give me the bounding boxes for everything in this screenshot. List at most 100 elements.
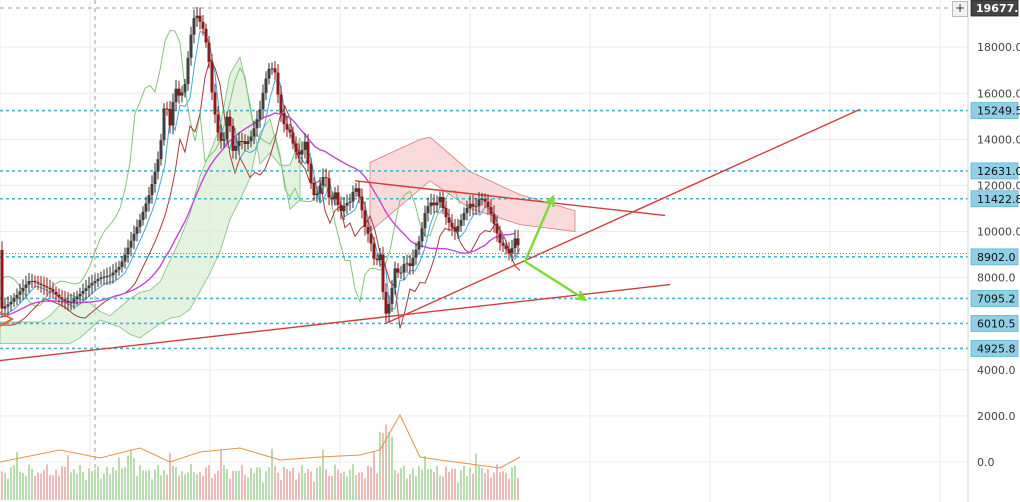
candle-body xyxy=(279,94,283,114)
candle-body xyxy=(198,15,202,22)
volume-bar xyxy=(184,474,186,500)
volume-bar xyxy=(295,479,297,500)
volume-bar xyxy=(343,471,345,500)
volume-bar xyxy=(499,472,501,500)
volume-bar xyxy=(487,469,489,500)
candle-body xyxy=(516,238,520,246)
volume-bar xyxy=(187,472,189,500)
price-tick-label: 10000.0 xyxy=(977,226,1020,239)
candle-body xyxy=(504,245,508,250)
add-indicator-button[interactable]: + xyxy=(952,1,968,17)
volume-bar xyxy=(310,471,312,500)
candle-body xyxy=(0,249,4,309)
current-price-badge xyxy=(970,0,1019,17)
volume-bar xyxy=(97,466,99,500)
candle-body xyxy=(429,202,433,207)
volume-bar xyxy=(277,472,279,500)
candle-body xyxy=(222,138,226,141)
candle-body xyxy=(195,15,199,19)
volume-bar xyxy=(103,473,105,500)
trendline-descending-resistance[interactable] xyxy=(354,180,666,217)
candle-body xyxy=(9,301,13,305)
candle-body xyxy=(42,285,46,287)
price-tick-label: 8000.0 xyxy=(977,272,1016,285)
volume-bar xyxy=(268,467,270,500)
candle-body xyxy=(168,108,172,126)
volume-bar xyxy=(151,479,153,500)
volume-bar xyxy=(478,466,480,500)
candle-body xyxy=(192,18,196,35)
volume-bar xyxy=(109,474,111,500)
candle-body xyxy=(183,84,187,93)
candle-body xyxy=(264,78,268,93)
candle-body xyxy=(267,68,271,79)
candle-body xyxy=(129,240,133,248)
candle-body xyxy=(441,196,445,209)
volume-bar xyxy=(127,455,129,500)
candle-body xyxy=(249,136,253,142)
candle-body xyxy=(381,254,385,292)
volume-bar xyxy=(433,471,435,500)
volume-bar xyxy=(346,476,348,500)
entry-arrow-marker xyxy=(0,311,15,327)
candle-body xyxy=(384,291,388,314)
volume-bar xyxy=(169,453,171,500)
volume-bar xyxy=(220,450,222,500)
volume-bar xyxy=(244,475,246,500)
candle-body xyxy=(138,220,142,227)
candle-body xyxy=(36,282,40,284)
volume-bar xyxy=(253,473,255,500)
candle-body xyxy=(135,226,139,234)
trendline-ascending-support-long[interactable] xyxy=(0,283,671,362)
candle-body xyxy=(54,291,58,295)
volume-bar xyxy=(157,464,159,500)
volume-bar xyxy=(142,470,144,500)
candle-body xyxy=(231,125,235,151)
candle-body xyxy=(72,299,76,303)
candle-body xyxy=(189,34,193,58)
level-price-badge xyxy=(970,340,1019,357)
candle-body xyxy=(48,287,52,290)
candle-body xyxy=(300,149,304,155)
volume-bar xyxy=(124,467,126,500)
projection-arrow-shaft[interactable] xyxy=(524,260,586,301)
candle-body xyxy=(69,302,73,304)
volume-bar xyxy=(79,464,81,500)
candle-body xyxy=(375,258,379,261)
projection-arrow-head[interactable] xyxy=(574,290,588,302)
candle-body xyxy=(348,201,352,203)
volume-bar xyxy=(283,466,285,500)
volume-bar xyxy=(91,470,93,500)
trendline-ascending-support-steep[interactable] xyxy=(384,108,861,325)
candle-body xyxy=(39,283,43,286)
volume-bar xyxy=(289,470,291,500)
volume-bar xyxy=(460,470,462,500)
candle-body xyxy=(477,199,481,207)
candle-body xyxy=(393,268,397,288)
candle-body xyxy=(255,119,259,129)
volume-bar xyxy=(235,471,237,500)
candle-body xyxy=(486,201,490,208)
volume-bar xyxy=(493,472,495,500)
volume-bar xyxy=(154,469,156,500)
volume-bar xyxy=(388,431,390,500)
candle-body xyxy=(12,298,16,302)
volume-bar xyxy=(4,472,6,500)
projection-arrow-head[interactable] xyxy=(544,194,555,208)
volume-bar xyxy=(496,464,498,500)
volume-bar xyxy=(22,472,24,500)
projection-arrow-shaft[interactable] xyxy=(523,196,555,263)
candle-body xyxy=(498,233,502,244)
candle-body xyxy=(285,124,289,130)
candle-body xyxy=(3,306,7,309)
price-tick-label: 2000.0 xyxy=(977,410,1016,423)
candle-body xyxy=(156,159,160,172)
candle-body xyxy=(75,296,79,300)
candle-body xyxy=(51,289,55,292)
candle-body xyxy=(45,286,49,288)
volume-bar xyxy=(385,424,387,500)
volume-bar xyxy=(379,431,381,500)
volume-bar xyxy=(445,466,447,500)
